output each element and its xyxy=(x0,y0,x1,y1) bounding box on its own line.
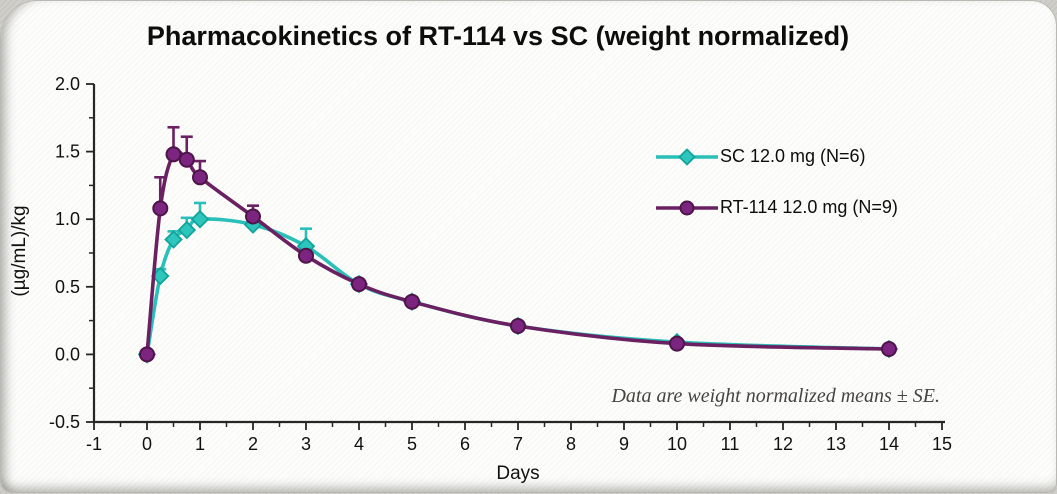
chart-title: Pharmacokinetics of RT-114 vs SC (weight… xyxy=(146,21,850,51)
svg-text:3: 3 xyxy=(301,434,311,454)
svg-text:14: 14 xyxy=(879,434,899,454)
svg-text:9: 9 xyxy=(619,434,629,454)
chart-legend: SC 12.0 mg (N=6) RT-114 12.0 mg (N=9) xyxy=(655,131,898,233)
chart-footnote: Data are weight normalized means ± SE. xyxy=(611,385,940,407)
svg-text:2: 2 xyxy=(248,434,258,454)
svg-text:4: 4 xyxy=(354,434,364,454)
y-axis-title: (µg/mL)/kg xyxy=(9,205,30,297)
svg-text:12: 12 xyxy=(773,434,793,454)
svg-text:15: 15 xyxy=(932,434,952,454)
sc-series-marker-icon xyxy=(656,147,718,166)
svg-text:5: 5 xyxy=(407,434,417,454)
svg-text:1.5: 1.5 xyxy=(55,142,80,162)
svg-text:8: 8 xyxy=(566,434,576,454)
svg-text:10: 10 xyxy=(667,434,687,454)
svg-text:0: 0 xyxy=(142,434,152,454)
svg-text:-0.5: -0.5 xyxy=(49,412,80,432)
legend-label-rt114: RT-114 12.0 mg (N=9) xyxy=(720,197,898,217)
svg-text:11: 11 xyxy=(721,434,740,454)
legend-item-sc: SC 12.0 mg (N=6) xyxy=(655,131,898,182)
svg-text:6: 6 xyxy=(460,434,470,454)
svg-text:7: 7 xyxy=(513,434,523,454)
legend-label-sc: SC 12.0 mg (N=6) xyxy=(720,146,866,166)
legend-item-rt114: RT-114 12.0 mg (N=9) xyxy=(655,182,898,233)
svg-text:13: 13 xyxy=(826,434,846,454)
svg-text:1.0: 1.0 xyxy=(55,209,80,229)
x-axis-title: Days xyxy=(496,463,540,484)
svg-text:1: 1 xyxy=(195,434,205,454)
svg-text:2.0: 2.0 xyxy=(55,74,80,94)
svg-text:0.5: 0.5 xyxy=(55,277,80,297)
svg-text:-1: -1 xyxy=(86,434,102,454)
svg-text:0.0: 0.0 xyxy=(55,344,80,364)
rt114-series-marker-icon xyxy=(656,200,718,215)
